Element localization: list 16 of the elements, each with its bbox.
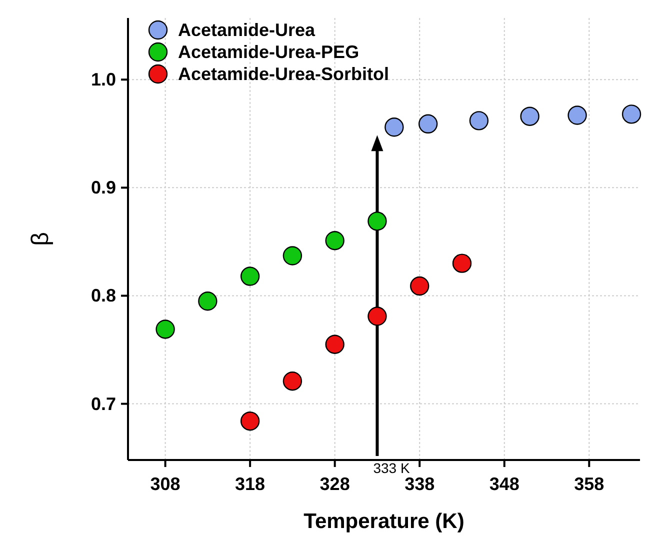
y-tick-label: 0.7 — [90, 394, 116, 414]
legend-label: Acetamide-Urea — [178, 20, 316, 40]
y-tick-label: 0.9 — [90, 178, 116, 198]
ref-line-label: 333 K — [373, 460, 410, 476]
x-axis-title: Temperature (K) — [304, 510, 464, 533]
x-tick-label: 348 — [489, 474, 520, 494]
legend-label: Acetamide-Urea-PEG — [178, 42, 360, 62]
y-axis-title: β — [27, 232, 54, 246]
x-tick-label: 338 — [404, 474, 435, 494]
y-tick-label: 0.8 — [90, 286, 116, 306]
x-tick-label: 308 — [150, 474, 180, 494]
x-tick-label: 328 — [320, 474, 350, 494]
x-tick-label: 318 — [235, 474, 266, 494]
y-tick-label: 1.0 — [90, 70, 116, 90]
x-tick-label: 358 — [574, 474, 604, 494]
legend-label: Acetamide-Urea-Sorbitol — [178, 64, 390, 84]
